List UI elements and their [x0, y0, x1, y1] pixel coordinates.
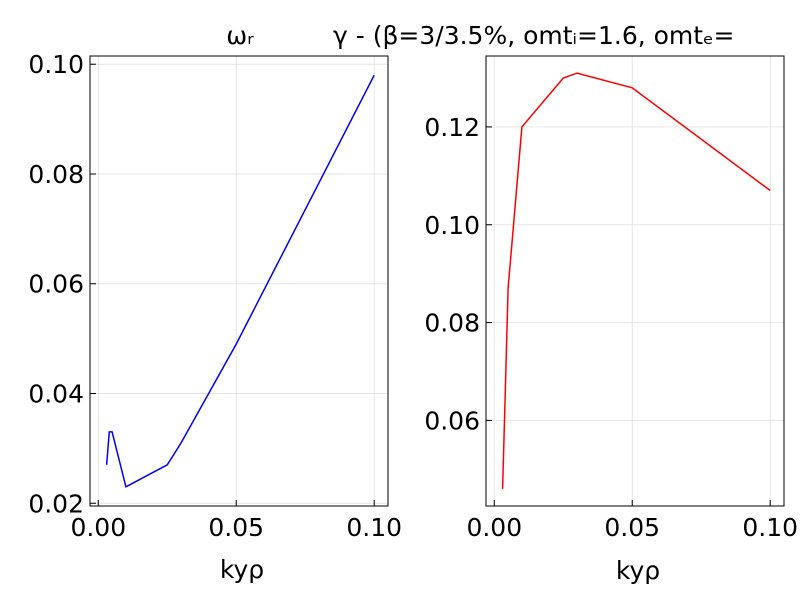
series-line: [105, 74, 375, 488]
y-tick-label: 0.12: [424, 113, 480, 142]
plot-title-gamma: γ - (β=3/3.5%, omtᵢ=1.6, omtₑ=: [333, 21, 734, 50]
gamma-panel: 0.00 0.05 0.10 0.06 0.08 0.10 0.12 kyρ: [424, 55, 798, 585]
series-line: [501, 72, 771, 489]
x-tick-label: 0.10: [346, 513, 402, 542]
y-tick-label: 0.06: [424, 406, 480, 435]
y-tick-label: 0.08: [28, 160, 84, 189]
x-axis-label: kyρ: [616, 556, 660, 585]
y-tick-label: 0.08: [424, 309, 480, 338]
y-tick-label: 0.10: [424, 211, 480, 240]
x-tick-label: 0.00: [70, 513, 126, 542]
x-tick-label: 0.00: [466, 513, 522, 542]
x-tick-label: 0.10: [742, 513, 798, 542]
y-tick-label: 0.04: [28, 380, 84, 409]
plot-title-omega: ωᵣ: [226, 21, 254, 50]
plot-frame: [89, 55, 389, 507]
y-tick-label: 0.10: [28, 50, 84, 79]
omega-r-panel: 0.00 0.05 0.10 0.02 0.04 0.06 0.08 0.10 kyρ: [28, 50, 402, 584]
y-tick-label: 0.06: [28, 270, 84, 299]
x-axis-label: kyρ: [220, 555, 264, 584]
y-tick-label: 0.02: [28, 489, 84, 518]
plot-frame: [485, 55, 785, 507]
x-tick-label: 0.05: [208, 513, 264, 542]
x-tick-label: 0.05: [604, 513, 660, 542]
